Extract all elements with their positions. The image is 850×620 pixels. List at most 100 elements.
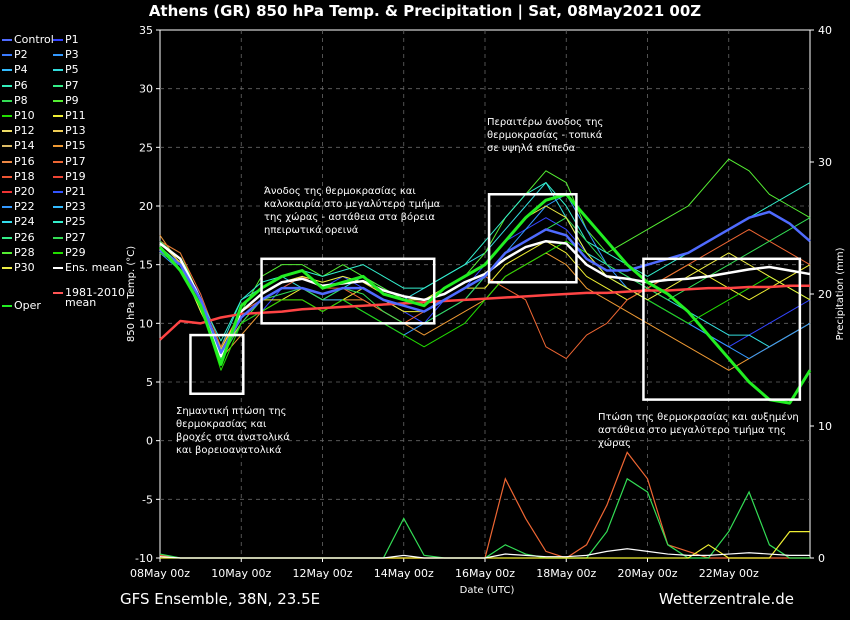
legend-item: P11 — [53, 110, 86, 122]
chart-title: Athens (GR) 850 hPa Temp. & Precipitatio… — [148, 2, 702, 20]
legend-swatch — [53, 84, 63, 87]
annotation-text-fall: Πτώση της θερμοκρασίας και αυξημένη αστάθ… — [598, 411, 799, 450]
legend-label: P19 — [65, 169, 86, 183]
legend-item: P13 — [53, 125, 86, 137]
legend-swatch — [2, 145, 12, 148]
legend-swatch — [2, 130, 12, 133]
y-tick-label: -5 — [142, 493, 153, 506]
legend-item: P23 — [53, 201, 86, 213]
legend-swatch — [2, 175, 12, 178]
legend-label: P17 — [65, 154, 86, 168]
x-tick-label: 16May 00z — [455, 567, 515, 580]
site-credit: Wetterzentrale.de — [658, 590, 794, 608]
x-tick-label: 08May 00z — [130, 567, 190, 580]
annotation-line: Άνοδος της θερμοκρασίας και — [264, 186, 416, 197]
annotation-line: Πτώση της θερμοκρασίας και αυξημένη — [598, 412, 799, 423]
legend-label: 1981-2010 mean — [65, 286, 125, 309]
legend-label: Control — [14, 33, 54, 46]
legend-swatch — [2, 54, 12, 57]
legend-item: P29 — [53, 245, 86, 259]
legend-label: P18 — [14, 169, 35, 183]
legend-label: P15 — [65, 139, 86, 153]
legend-item: P12 — [2, 125, 35, 137]
legend-item: P25 — [53, 216, 86, 228]
legend-swatch — [2, 160, 12, 163]
y-tick-label: 10 — [139, 317, 153, 330]
legend-item: P9 — [53, 94, 79, 107]
legend-label: P20 — [14, 185, 35, 198]
temp-line-1981-2010-mean — [159, 284, 810, 341]
legend-swatch — [53, 175, 63, 178]
legend-label: P24 — [14, 215, 35, 229]
legend-swatch — [2, 39, 12, 41]
legend-label: P5 — [65, 63, 79, 77]
annotation-line: της χώρας - αστάθεια στα βόρεια — [264, 212, 435, 223]
y-axis-label: 850 hPa Temp. (°C) — [126, 246, 137, 342]
y-tick-label: 35 — [139, 24, 153, 37]
legend-label: P1 — [65, 33, 79, 46]
legend-swatch — [2, 305, 12, 307]
annotation-line: ηπειρωτικά ορεινά — [264, 225, 359, 236]
legend-item: P18 — [2, 169, 35, 183]
y-tick-label: 20 — [139, 200, 153, 213]
legend-item: P1 — [53, 34, 79, 46]
temp-line-p9 — [159, 158, 811, 365]
y2-tick-label: 40 — [818, 24, 832, 37]
legend-swatch — [2, 69, 12, 72]
legend-item: P21 — [53, 186, 86, 198]
legend-item: P4 — [2, 64, 28, 76]
y2-tick-label: 10 — [818, 420, 832, 433]
legend-swatch — [2, 206, 12, 209]
annotation-box-rise1 — [260, 257, 436, 325]
temp-line-p11 — [159, 240, 811, 354]
legend-item: 1981-2010 mean — [53, 286, 125, 309]
legend-label: Ens. mean — [65, 261, 123, 274]
legend-label: Oper — [14, 299, 41, 312]
legend-label: P28 — [14, 245, 35, 259]
legend-swatch — [53, 130, 63, 133]
x-tick-label: 22May 00z — [699, 567, 759, 580]
legend-swatch — [53, 160, 63, 163]
legend-label: P30 — [14, 261, 35, 274]
legend-item: P10 — [2, 110, 35, 122]
annotation-box-fall — [642, 257, 802, 401]
legend-item: P7 — [53, 79, 79, 92]
legend-swatch — [53, 39, 63, 41]
legend-item: P28 — [2, 245, 35, 259]
legend-label: P27 — [65, 230, 86, 244]
legend-swatch — [2, 267, 12, 269]
annotation-text-rise1: Άνοδος της θερμοκρασίας και καλοκαιρία στ… — [264, 185, 440, 237]
legend-label: P10 — [14, 109, 35, 122]
legend-item: P22 — [2, 201, 35, 213]
legend-label: P12 — [14, 124, 35, 138]
legend-item: P19 — [53, 169, 86, 183]
temp-line-ens-mean — [159, 239, 811, 358]
annotation-box-rise2 — [487, 193, 578, 284]
y-tick-label: 30 — [139, 83, 153, 96]
annotation-box-drop — [189, 333, 245, 395]
legend-label: P29 — [65, 245, 86, 259]
model-info: GFS Ensemble, 38N, 23.5E — [120, 590, 321, 608]
legend-item: P2 — [2, 49, 28, 61]
annotation-line: σε υψηλά επίπεδα — [487, 143, 576, 154]
annotation-line: καλοκαιρία στο μεγαλύτερο τμήμα — [264, 199, 441, 210]
legend-label: P26 — [14, 230, 35, 244]
y-tick-label: 0 — [146, 435, 153, 448]
legend-label: P6 — [14, 78, 28, 92]
annotation-line: και βορειοανατολικά — [176, 445, 282, 456]
legend-swatch — [53, 115, 63, 117]
legend-label: P14 — [14, 139, 35, 153]
legend-label: P8 — [14, 93, 28, 107]
legend-swatch — [53, 267, 63, 269]
legend-label: P11 — [65, 109, 86, 122]
legend-item: P8 — [2, 93, 28, 107]
legend-swatch — [53, 191, 63, 193]
x-tick-label: 18May 00z — [536, 567, 596, 580]
legend-swatch — [53, 99, 63, 102]
temp-line-oper — [158, 192, 812, 405]
x-tick-label: 14May 00z — [374, 567, 434, 580]
legend-label: P25 — [65, 215, 86, 229]
legend-item: P26 — [2, 230, 35, 244]
y2-axis-label: Precipitation (mm) — [835, 247, 846, 340]
